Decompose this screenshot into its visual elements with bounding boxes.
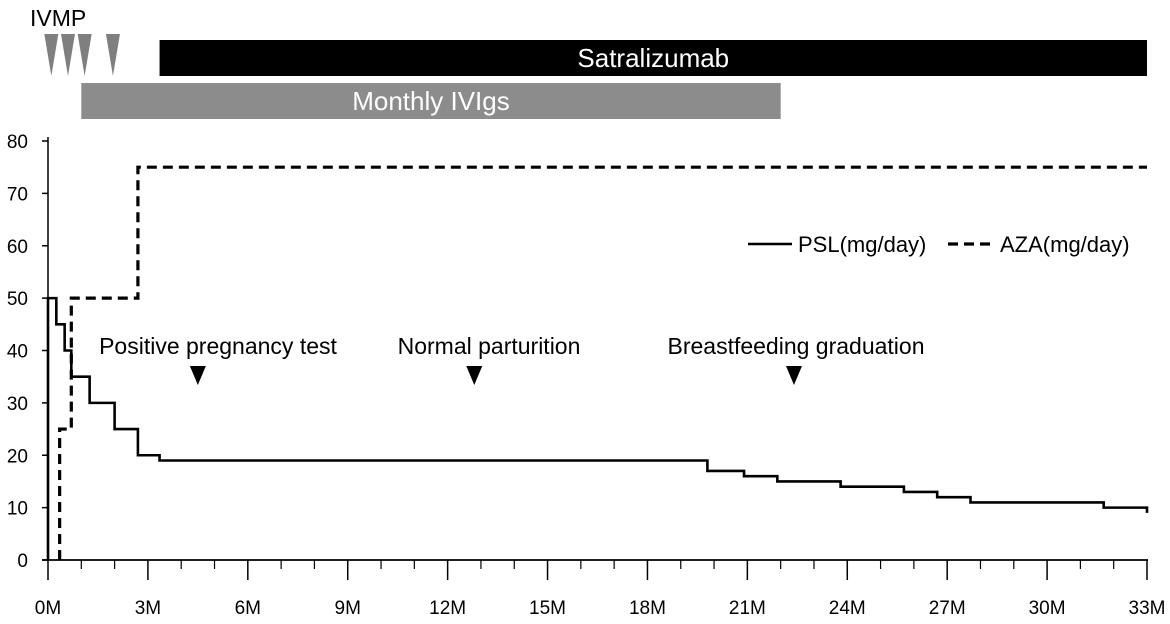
x-axis: 0M 3M 6M 9M 12M 15M 18M 21M 24M 27M 30M 33M — [35, 559, 1166, 619]
legend-label-aza: AZA(mg/day) — [1000, 232, 1130, 257]
timeline-bar-label: Monthly IVIgs — [352, 86, 510, 116]
y-tick-label: 0 — [17, 551, 28, 572]
event-label: Positive pregnancy test — [99, 333, 337, 359]
x-tick-label: 3M — [135, 598, 161, 619]
y-tick-label: 70 — [7, 184, 28, 205]
x-tick-label: 30M — [1029, 598, 1066, 619]
series-lines — [46, 165, 1149, 560]
x-tick-label: 21M — [729, 598, 766, 619]
y-tick-label: 50 — [7, 289, 28, 310]
x-tick-label: 33M — [1129, 598, 1166, 619]
y-tick-label: 20 — [7, 446, 28, 467]
y-tick-label: 80 — [7, 132, 28, 153]
x-tick-label: 24M — [829, 598, 866, 619]
y-tick-label: 30 — [7, 394, 28, 415]
x-tick-label: 15M — [529, 598, 566, 619]
legend: PSL(mg/day) AZA(mg/day) — [748, 232, 1130, 257]
ivmp-marker — [77, 34, 92, 76]
ivmp-marker — [44, 34, 59, 76]
y-tick-label: 40 — [7, 342, 28, 363]
x-tick-label: 0M — [35, 598, 61, 619]
ivmp-marker — [105, 34, 120, 76]
treatment-timeline: Satralizumab Monthly IVIgs IVMP — [30, 5, 1147, 119]
legend-label-psl: PSL(mg/day) — [798, 232, 926, 257]
series-line-aza — [58, 165, 1147, 560]
event-annotations: Positive pregnancy test Normal parturitio… — [99, 333, 925, 385]
ivmp-label: IVMP — [30, 5, 86, 31]
event-marker — [189, 366, 206, 385]
timeline-bar-monthly-ivigs — [81, 83, 781, 119]
x-tick-label: 18M — [629, 598, 666, 619]
timeline-bar-label: Satralizumab — [577, 43, 729, 73]
event-label: Normal parturition — [398, 333, 581, 359]
event-marker — [466, 366, 483, 385]
series-line-psl — [46, 296, 1149, 560]
y-tick-label: 60 — [7, 237, 28, 258]
x-tick-label: 12M — [429, 598, 466, 619]
y-axis: 0 10 20 30 40 50 60 70 80 — [7, 132, 49, 572]
y-tick-label: 10 — [7, 499, 28, 520]
ivmp-marker — [60, 34, 75, 76]
x-tick-label: 27M — [929, 598, 966, 619]
timeline-bar-satralizumab — [159, 40, 1147, 76]
x-tick-label: 6M — [235, 598, 261, 619]
event-label: Breastfeeding graduation — [667, 333, 924, 359]
event-marker — [785, 366, 802, 385]
x-tick-label: 9M — [335, 598, 361, 619]
